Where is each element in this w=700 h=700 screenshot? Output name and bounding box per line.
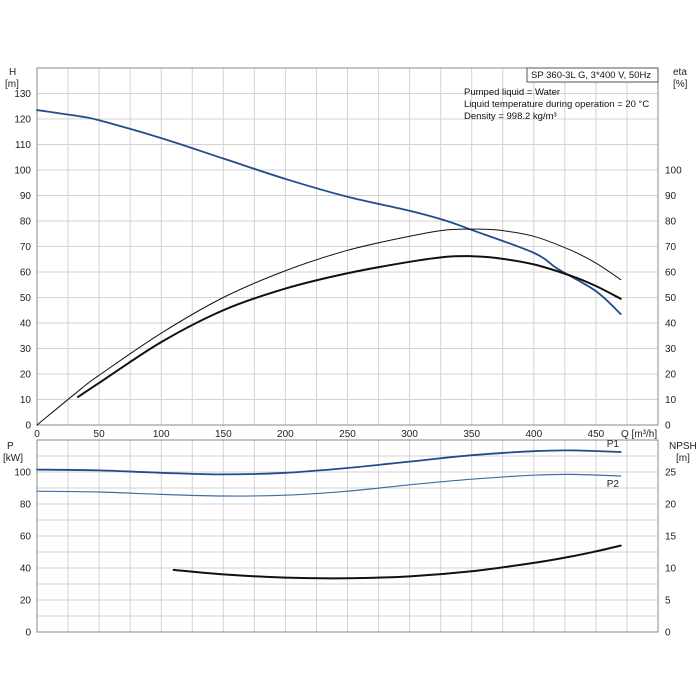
density-label: Density = 998.2 kg/m³ xyxy=(464,111,557,122)
power-tick-label: 100 xyxy=(14,468,31,479)
p1-series-label: P1 xyxy=(607,439,620,450)
flow-tick-label: 50 xyxy=(94,429,106,440)
head-tick-label: 90 xyxy=(20,191,32,202)
flow-tick-label: 100 xyxy=(153,429,170,440)
efficiency-tick-label: 50 xyxy=(665,293,677,304)
efficiency-tick-label: 30 xyxy=(665,344,677,355)
npsh-tick-label: 0 xyxy=(665,628,671,639)
head-tick-label: 120 xyxy=(14,115,31,126)
efficiency-tick-label: 0 xyxy=(665,421,671,432)
flow-tick-label: 150 xyxy=(215,429,232,440)
head-tick-label: 80 xyxy=(20,217,32,228)
head-tick-label: 0 xyxy=(25,421,31,432)
efficiency-tick-label: 60 xyxy=(665,268,677,279)
eta-thick-curve xyxy=(76,255,622,398)
head-tick-label: 130 xyxy=(14,89,31,100)
npsh-tick-label: 5 xyxy=(665,596,671,607)
npsh-tick-label: 10 xyxy=(665,564,677,575)
head-efficiency-tick-labels: 0 10 20 30 40 50 60 70 80 90 100 110 120 130 0 10 20 30 40… xyxy=(14,89,682,440)
head-axis-unit: [m] xyxy=(5,79,19,90)
flow-tick-label: 250 xyxy=(339,429,356,440)
power-tick-label: 0 xyxy=(25,628,31,639)
power-tick-label: 80 xyxy=(20,500,32,511)
power-tick-label: 60 xyxy=(20,532,32,543)
npsh-axis-unit: [m] xyxy=(676,453,690,464)
eta-thin-curve xyxy=(36,228,622,426)
head-tick-label: 20 xyxy=(20,370,32,381)
head-curve xyxy=(36,109,622,315)
npsh-curve xyxy=(172,544,622,580)
liquid-temperature-label: Liquid temperature during operation = 20… xyxy=(464,99,649,110)
head-efficiency-frame xyxy=(36,67,659,426)
power-npsh-series xyxy=(36,449,622,580)
head-tick-label: 60 xyxy=(20,268,32,279)
efficiency-tick-label: 10 xyxy=(665,395,677,406)
head-tick-label: 40 xyxy=(20,319,32,330)
power-tick-label: 40 xyxy=(20,564,32,575)
power-npsh-panel: 0 20 40 60 80 100 0 5 10 15 20 25 P [kW] NPSH [m] P… xyxy=(3,439,697,639)
flow-tick-label: 200 xyxy=(277,429,294,440)
npsh-tick-label: 20 xyxy=(665,500,677,511)
head-tick-label: 10 xyxy=(20,395,32,406)
flow-tick-label: 350 xyxy=(463,429,480,440)
head-tick-label: 100 xyxy=(14,166,31,177)
npsh-tick-label: 25 xyxy=(665,468,677,479)
npsh-axis-title: NPSH xyxy=(669,441,697,452)
flow-axis-title: Q [m³/h] xyxy=(621,429,657,440)
head-tick-label: 110 xyxy=(15,140,31,151)
p2-curve xyxy=(36,473,622,497)
power-tick-label: 20 xyxy=(20,596,32,607)
efficiency-tick-label: 100 xyxy=(665,166,682,177)
power-axis-title: P xyxy=(7,441,14,452)
head-tick-label: 30 xyxy=(20,344,32,355)
pump-title-box xyxy=(526,67,659,83)
flow-tick-label: 300 xyxy=(401,429,418,440)
efficiency-tick-label: 20 xyxy=(665,370,677,381)
flow-tick-label: 400 xyxy=(525,429,542,440)
head-efficiency-series xyxy=(36,109,622,426)
head-efficiency-panel: 0 10 20 30 40 50 60 70 80 90 100 110 120 130 0 10 20 30 40… xyxy=(5,67,688,440)
head-axis-title: H xyxy=(9,67,16,78)
head-tick-label: 70 xyxy=(20,242,32,253)
power-npsh-frame xyxy=(36,439,659,633)
p2-series-label: P2 xyxy=(607,479,620,490)
efficiency-tick-label: 80 xyxy=(665,217,677,228)
pumped-liquid-label: Pumped liquid = Water xyxy=(464,87,560,98)
head-efficiency-grid xyxy=(37,68,658,425)
npsh-tick-label: 15 xyxy=(665,532,677,543)
power-npsh-tick-labels: 0 20 40 60 80 100 0 5 10 15 20 25 xyxy=(14,468,676,639)
efficiency-axis-unit: [%] xyxy=(673,79,688,90)
efficiency-tick-label: 90 xyxy=(665,191,677,202)
flow-tick-label: 0 xyxy=(34,429,40,440)
head-tick-label: 50 xyxy=(20,293,32,304)
power-axis-unit: [kW] xyxy=(3,453,23,464)
efficiency-tick-label: 70 xyxy=(665,242,677,253)
flow-tick-label: 450 xyxy=(588,429,605,440)
efficiency-tick-label: 40 xyxy=(665,319,677,330)
pump-title: SP 360-3L G, 3*400 V, 50Hz xyxy=(531,70,651,81)
efficiency-axis-title: eta xyxy=(673,67,687,78)
p1-curve xyxy=(36,449,622,476)
